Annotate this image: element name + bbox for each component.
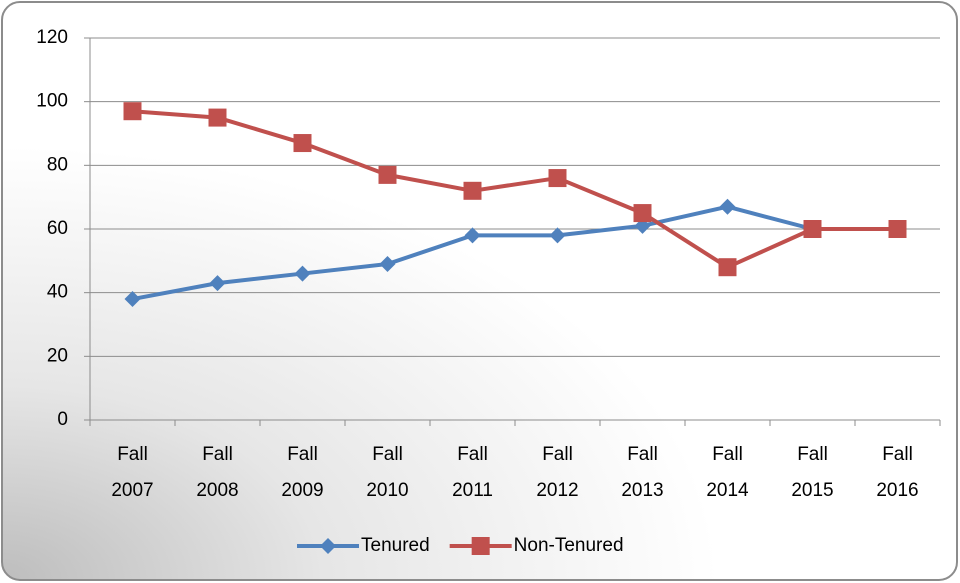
y-tick-label: 20 (47, 345, 68, 366)
x-tick-label: Fall 2010 (366, 444, 409, 501)
marker (549, 227, 566, 244)
marker (888, 220, 907, 238)
x-tick-label: Fall 2008 (196, 444, 239, 501)
y-tick-label: 40 (47, 282, 68, 303)
marker (294, 265, 311, 282)
x-tick-label: Fall 2009 (281, 444, 324, 501)
x-tick-label: Fall 2013 (621, 444, 664, 501)
marker (719, 198, 736, 215)
x-tick-label: Fall 2014 (706, 444, 749, 501)
marker (208, 108, 227, 127)
marker (463, 181, 482, 200)
y-tick-label: 120 (36, 27, 68, 48)
series-line (132, 204, 898, 301)
marker (293, 134, 312, 153)
marker (379, 256, 396, 273)
y-tick-label: 60 (47, 218, 68, 239)
marker (718, 258, 737, 277)
marker (123, 102, 142, 121)
marker (320, 538, 336, 554)
x-tick-label: Fall 2007 (111, 444, 154, 501)
x-tick-label: Fall 2016 (876, 444, 919, 501)
x-tick-label: Fall 2015 (791, 444, 834, 501)
x-tick-label: Fall 2011 (452, 444, 493, 501)
marker (548, 169, 567, 188)
marker (471, 537, 490, 555)
legend-label: Non-Tenured (514, 535, 624, 556)
legend-label: Tenured (361, 535, 430, 556)
marker (124, 291, 141, 308)
marker (803, 220, 822, 238)
y-tick-label: 80 (47, 154, 68, 175)
marker (633, 204, 652, 223)
marker (378, 165, 397, 184)
marker (464, 227, 481, 244)
series-line (132, 109, 898, 270)
marker (209, 275, 226, 292)
y-tick-label: 0 (57, 409, 68, 430)
y-tick-label: 100 (36, 91, 68, 112)
x-tick-label: Fall 2012 (536, 444, 579, 501)
